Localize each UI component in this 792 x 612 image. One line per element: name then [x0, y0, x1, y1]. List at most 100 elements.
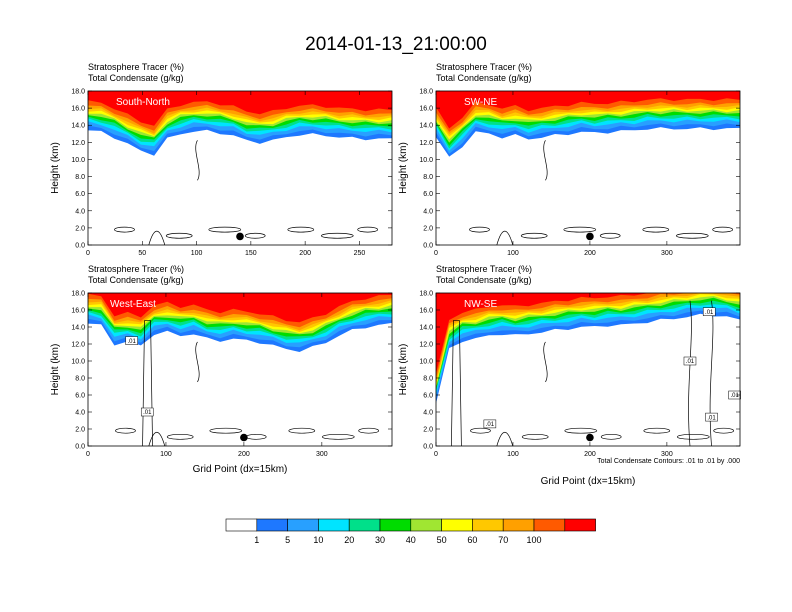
y-tick-label: 10.0 [71, 359, 85, 366]
panel-label: NW-SE [464, 299, 497, 310]
colorbar-swatch [379, 518, 412, 532]
colorbar-swatch [318, 518, 350, 532]
y-tick-label: 12.0 [419, 140, 433, 147]
condensate-contour [195, 140, 200, 181]
colorbar-label: 50 [437, 535, 447, 545]
y-tick-label: 10.0 [419, 157, 433, 164]
y-axis-label: Height (km) [398, 344, 409, 396]
y-tick-label: 12.0 [419, 342, 433, 349]
condensate-contour [451, 320, 462, 446]
tracer-band-100 [436, 91, 740, 129]
y-tick-label: 0.0 [423, 444, 433, 451]
colorbar-swatch [472, 518, 504, 532]
subtitle-tracer: Stratosphere Tracer (%) [436, 62, 532, 72]
y-tick-label: 14.0 [419, 123, 433, 130]
panel-sw-ne: 0.0 2.0 4.0 6.0 8.0 10.0 12.0 14.0 16.0 18.0 0 100 2… [398, 62, 741, 257]
condensate-contour [543, 140, 548, 181]
condensate-contour [470, 427, 491, 434]
x-tick-label: 100 [507, 451, 519, 458]
x-tick-label: 0 [86, 250, 90, 257]
colorbar: 1 5 10 20 30 40 50 60 70 100 [225, 518, 596, 545]
y-axis-label: Height (km) [50, 344, 61, 396]
plot-area [436, 293, 740, 446]
colorbar-swatch [410, 518, 442, 532]
x-tick-label: 100 [191, 250, 203, 257]
x-tick-label: 0 [86, 451, 90, 458]
x-tick-label: 150 [245, 250, 257, 257]
x-tick-label: 100 [507, 250, 519, 257]
y-tick-label: 18.0 [419, 89, 433, 96]
colorbar-label: 1 [254, 535, 259, 545]
y-tick-label: 6.0 [75, 191, 85, 198]
y-tick-label: 0.0 [423, 243, 433, 250]
y-tick-label: 0.0 [75, 243, 85, 250]
colorbar-label: 10 [313, 535, 323, 545]
condensate-contour [287, 226, 315, 233]
tracer-band-50 [436, 293, 740, 387]
panel-label: West-East [110, 299, 156, 310]
y-tick-label: 6.0 [75, 393, 85, 400]
condensate-contour [564, 427, 598, 434]
subtitle-condensate: Total Condensate (g/kg) [436, 275, 532, 285]
x-tick-label: 200 [584, 250, 596, 257]
condensate-contour [712, 226, 734, 233]
plot-area [436, 91, 740, 245]
contour-label: .01 [707, 415, 716, 421]
colorbar-swatch [287, 518, 319, 532]
location-marker [240, 433, 248, 442]
contour-label-box [483, 419, 497, 429]
y-tick-label: 14.0 [419, 325, 433, 332]
condensate-contour [321, 433, 355, 440]
plot-area [88, 91, 392, 245]
colorbar-swatch [564, 518, 596, 532]
y-tick-label: 18.0 [419, 291, 433, 298]
subtitle-tracer: Stratosphere Tracer (%) [436, 264, 532, 274]
condensate-contour [114, 226, 135, 233]
y-tick-label: 14.0 [71, 325, 85, 332]
condensate-contour [599, 232, 621, 239]
condensate-contour [600, 433, 622, 440]
condensate-contour [643, 427, 671, 434]
y-tick-label: 18.0 [71, 291, 85, 298]
condensate-contour [165, 232, 193, 239]
y-tick-label: 4.0 [75, 410, 85, 417]
condensate-contour [244, 232, 266, 239]
contour-label-box [702, 307, 716, 316]
condensate-contour [209, 427, 243, 434]
subtitle-tracer: Stratosphere Tracer (%) [88, 62, 184, 72]
condensate-contour [166, 433, 194, 440]
condensate-contour [469, 226, 490, 233]
condensate-contour [520, 232, 548, 239]
y-tick-label: 10.0 [71, 157, 85, 164]
condensate-contour [358, 427, 380, 434]
contour-label-box [683, 356, 697, 366]
colorbar-label: 70 [498, 535, 508, 545]
x-tick-label: 200 [238, 451, 250, 458]
panel-west-east: .01 .01 0.0 2.0 4.0 6.0 8.0 10.0 12.0 14.0 16.0 18.… [50, 264, 393, 475]
condensate-contour [357, 226, 379, 233]
x-tick-label: 50 [138, 250, 146, 257]
y-tick-label: 18.0 [71, 89, 85, 96]
colorbar-label: 40 [406, 535, 416, 545]
subtitle-condensate: Total Condensate (g/kg) [88, 275, 184, 285]
colorbar-swatch [348, 518, 381, 532]
plot-frame [87, 292, 393, 447]
condensate-contour [713, 427, 735, 434]
y-tick-label: 6.0 [423, 393, 433, 400]
colorbar-swatch [533, 518, 566, 532]
colorbar-swatch [225, 518, 258, 532]
plot-area [88, 293, 392, 446]
condensate-contour [142, 320, 153, 446]
panel-label: South-North [116, 97, 170, 108]
colorbar-label: 100 [526, 535, 541, 545]
y-tick-label: 2.0 [75, 427, 85, 434]
contour-footnote: Total Condensate Contours: .01 to .01 by… [597, 458, 740, 465]
panel-nw-se: .01 .01 .01 .01 .01 0.0 2.0 4.0 6.0 8.0 10.0 12.0 14… [398, 264, 741, 487]
tracer-band-100 [436, 293, 740, 374]
x-tick-label: 200 [299, 250, 311, 257]
plot-frame [435, 292, 741, 447]
colorbar-swatch [441, 518, 473, 532]
contour-label-box [705, 412, 718, 422]
x-axis-label: Grid Point (dx=15km) [193, 464, 288, 475]
